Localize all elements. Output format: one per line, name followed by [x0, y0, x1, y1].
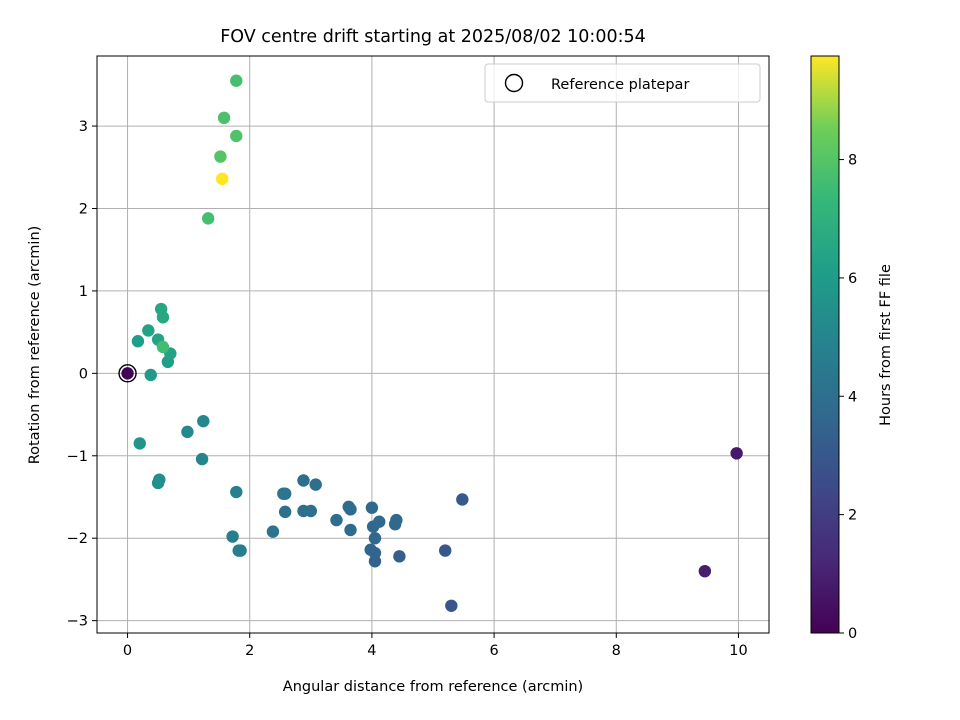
y-tick-label: −1	[67, 449, 88, 465]
data-point	[201, 212, 215, 225]
x-axis-ticks: 0 2 4 6 8 10	[123, 633, 748, 659]
reference-platepar-marker	[118, 364, 137, 383]
data-point	[230, 74, 243, 87]
data-point	[342, 500, 355, 514]
data-point	[278, 505, 292, 519]
data-point	[266, 525, 280, 538]
x-tick-label: 10	[729, 643, 747, 659]
data-point	[156, 340, 170, 354]
colorbar-tick-label: 4	[848, 389, 857, 405]
y-tick-label: −2	[67, 531, 88, 547]
x-tick-label: 0	[123, 643, 132, 659]
data-point	[142, 324, 155, 337]
data-point	[390, 513, 403, 527]
x-axis-label: Angular distance from reference (arcmin)	[283, 679, 583, 695]
colorbar-tick-label: 2	[848, 508, 857, 524]
data-point	[144, 368, 157, 382]
data-point	[232, 544, 245, 557]
data-point	[121, 367, 134, 380]
data-point	[364, 543, 377, 556]
x-tick-label: 4	[367, 643, 376, 659]
data-point	[131, 335, 145, 348]
legend-reference-marker	[504, 73, 524, 93]
grid	[97, 56, 769, 633]
data-point	[230, 129, 243, 143]
data-point	[195, 452, 209, 466]
legend-entry-reference: Reference platepar	[551, 77, 689, 93]
data-point	[277, 487, 290, 500]
colorbar-tick-label: 8	[848, 153, 857, 169]
legend-box	[484, 63, 761, 103]
y-tick-label: 0	[79, 366, 88, 382]
colorbar-ticks: 0 2 4 6 8	[839, 153, 857, 642]
colorbar-gradient	[810, 55, 840, 634]
data-point	[309, 478, 322, 491]
legend: Reference platepar	[484, 63, 761, 103]
y-tick-label: 1	[79, 284, 88, 300]
data-point	[216, 172, 229, 186]
data-point	[344, 523, 357, 537]
data-point	[297, 474, 310, 487]
data-point	[698, 564, 712, 578]
y-axis-ticks: −3 −2 −1 0 1 2 3	[67, 119, 97, 630]
data-point	[456, 493, 469, 506]
chart-title: FOV centre drift starting at 2025/08/02 …	[220, 27, 646, 47]
y-tick-label: 3	[79, 119, 88, 135]
data-point	[217, 111, 231, 125]
x-tick-label: 8	[612, 643, 621, 659]
x-tick-label: 2	[245, 643, 254, 659]
data-point	[133, 437, 146, 450]
data-point	[439, 544, 452, 557]
y-axis-label: Rotation from reference (arcmin)	[27, 226, 43, 465]
data-point	[445, 599, 458, 612]
data-point	[368, 532, 382, 545]
plot-frame	[96, 55, 770, 634]
data-points	[121, 74, 743, 612]
data-point	[330, 513, 343, 527]
y-tick-label: −3	[67, 614, 88, 630]
data-point	[181, 425, 194, 439]
data-point	[373, 515, 386, 528]
data-point	[730, 447, 743, 460]
colorbar: 0 2 4 6 8 Hours from first FF file	[810, 55, 894, 642]
colorbar-tick-label: 0	[848, 626, 857, 642]
data-point	[226, 530, 239, 543]
data-point	[304, 504, 318, 518]
data-point	[154, 302, 168, 316]
data-point	[230, 485, 243, 499]
data-point	[214, 150, 227, 163]
data-point	[365, 501, 379, 514]
data-point	[393, 550, 406, 563]
data-point	[197, 414, 210, 428]
x-tick-label: 6	[489, 643, 498, 659]
data-point	[151, 476, 165, 490]
colorbar-tick-label: 6	[848, 271, 857, 287]
y-tick-label: 2	[79, 201, 88, 217]
colorbar-label: Hours from first FF file	[878, 264, 894, 426]
